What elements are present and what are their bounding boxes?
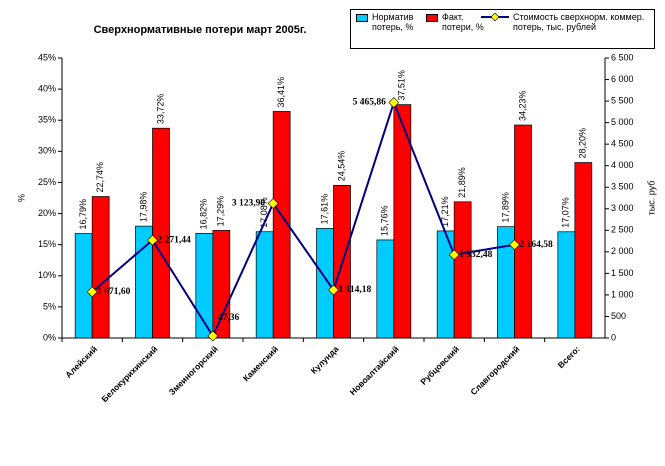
x-tick-label: Новоалтайский: [348, 344, 401, 397]
bar: [316, 228, 334, 339]
y-tick-label: 45%: [38, 52, 56, 62]
y2-tick-label: 2 500: [611, 225, 634, 235]
y-tick-label: 40%: [38, 83, 56, 93]
y-axis-label: %: [16, 194, 26, 202]
y2-tick-label: 1 500: [611, 268, 634, 278]
data-label: 1 114,18: [339, 285, 372, 295]
data-label: 1 071,60: [97, 287, 130, 297]
data-label: 17,98%: [138, 192, 148, 223]
data-label: 1 932,48: [459, 250, 493, 260]
y-tick-label: 25%: [38, 177, 56, 187]
legend-line: [481, 12, 509, 22]
y2-tick-label: 500: [611, 311, 626, 321]
bar: [574, 162, 593, 339]
x-tick-label: Белокурихинский: [99, 344, 159, 404]
data-label: 2 271,44: [158, 235, 192, 245]
bar: [514, 124, 532, 339]
x-tick-label: Алейский: [63, 344, 99, 380]
y2-tick-label: 5 500: [611, 95, 634, 105]
y-tick-label: 30%: [38, 146, 56, 156]
x-tick-label: Кулунда: [309, 344, 341, 376]
marker: [267, 198, 279, 209]
bar: [393, 104, 412, 339]
bar: [212, 230, 231, 339]
bar: [272, 111, 291, 339]
marker: [328, 284, 339, 296]
data-label: 28,20%: [578, 128, 588, 159]
marker: [86, 286, 98, 298]
bar: [453, 201, 472, 339]
x-tick-label: Змеиногорский: [167, 344, 220, 397]
marker: [147, 234, 158, 246]
y-tick-label: 15%: [38, 239, 56, 249]
y-tick-label: 35%: [38, 115, 56, 125]
x-tick-label: Славгородский: [468, 344, 521, 397]
line: [91, 99, 515, 339]
data-label: 17,07%: [561, 197, 571, 228]
bar: [376, 239, 395, 339]
legend-swatch: [481, 12, 509, 23]
y2-tick-label: 5 000: [611, 117, 634, 127]
y2-tick-label: 6 500: [611, 52, 634, 62]
bar: [152, 127, 170, 339]
data-label: 37,51%: [397, 70, 407, 101]
marker: [388, 97, 400, 108]
y2-tick-label: 6 000: [611, 74, 634, 84]
data-label: 33,72%: [155, 94, 165, 125]
data-label: 17,61%: [319, 194, 329, 225]
y-tick-label: 0%: [43, 332, 56, 342]
y2-tick-label: 3 500: [611, 182, 634, 192]
chart-title: Сверхнормативные потери март 2005г.: [94, 24, 307, 36]
legend-item: Стоимость сверхнорм. коммер. потерь, тыс…: [481, 12, 657, 32]
legend-label: Стоимость сверхнорм. коммер. потерь, тыс…: [513, 12, 645, 32]
legend-item: Норматив потерь, %: [356, 12, 416, 32]
data-label: 17,08%: [259, 197, 269, 228]
marker: [207, 330, 219, 342]
bar: [74, 233, 93, 339]
marker: [509, 239, 520, 251]
y-tick-label: 10%: [38, 270, 56, 280]
data-label: 24,54%: [336, 151, 346, 182]
y2-tick-label: 4 000: [611, 160, 634, 170]
y-tick-label: 5%: [43, 301, 56, 311]
y2-tick-label: 4 500: [611, 139, 634, 149]
data-label: 22,74%: [95, 162, 105, 193]
x-tick-label: Каменский: [241, 344, 280, 383]
x-tick-label: Рубцовский: [418, 344, 461, 387]
data-label: 34,23%: [517, 90, 527, 121]
y-tick-label: 20%: [38, 208, 56, 218]
y2-tick-label: 1 000: [611, 289, 634, 299]
y2-tick-label: 0: [611, 332, 616, 342]
legend-label: Факт. потери, %: [442, 12, 484, 32]
data-label: 17,21%: [440, 196, 450, 227]
data-label: 47,36: [218, 313, 240, 323]
legend-label: Норматив потерь, %: [372, 12, 414, 32]
y2-axis-label: тыс. руб: [646, 181, 656, 216]
x-tick-label: Всего:: [556, 344, 582, 370]
data-label: 5 465,86: [353, 98, 387, 108]
data-label: 16,82%: [199, 199, 209, 230]
bar: [91, 196, 110, 339]
data-label: 21,89%: [457, 167, 467, 198]
legend-swatch: [426, 14, 438, 22]
y2-tick-label: 3 000: [611, 203, 634, 213]
data-label: 16,79%: [78, 199, 88, 230]
data-label: 2 164,58: [520, 240, 554, 250]
marker: [448, 249, 460, 261]
data-label: 17,89%: [500, 192, 510, 223]
data-label: 15,76%: [380, 205, 390, 236]
data-label: 36,41%: [276, 77, 286, 108]
bar: [255, 231, 274, 339]
legend: Норматив потерь, % Факт. потери, % Стоимос…: [350, 9, 655, 49]
data-label: 17,29%: [216, 196, 226, 227]
legend-swatch: [356, 14, 368, 22]
bar: [557, 231, 576, 339]
data-label: 3 123,90: [232, 199, 266, 209]
legend-item: Факт. потери, %: [426, 12, 486, 32]
y2-tick-label: 2 000: [611, 246, 634, 256]
